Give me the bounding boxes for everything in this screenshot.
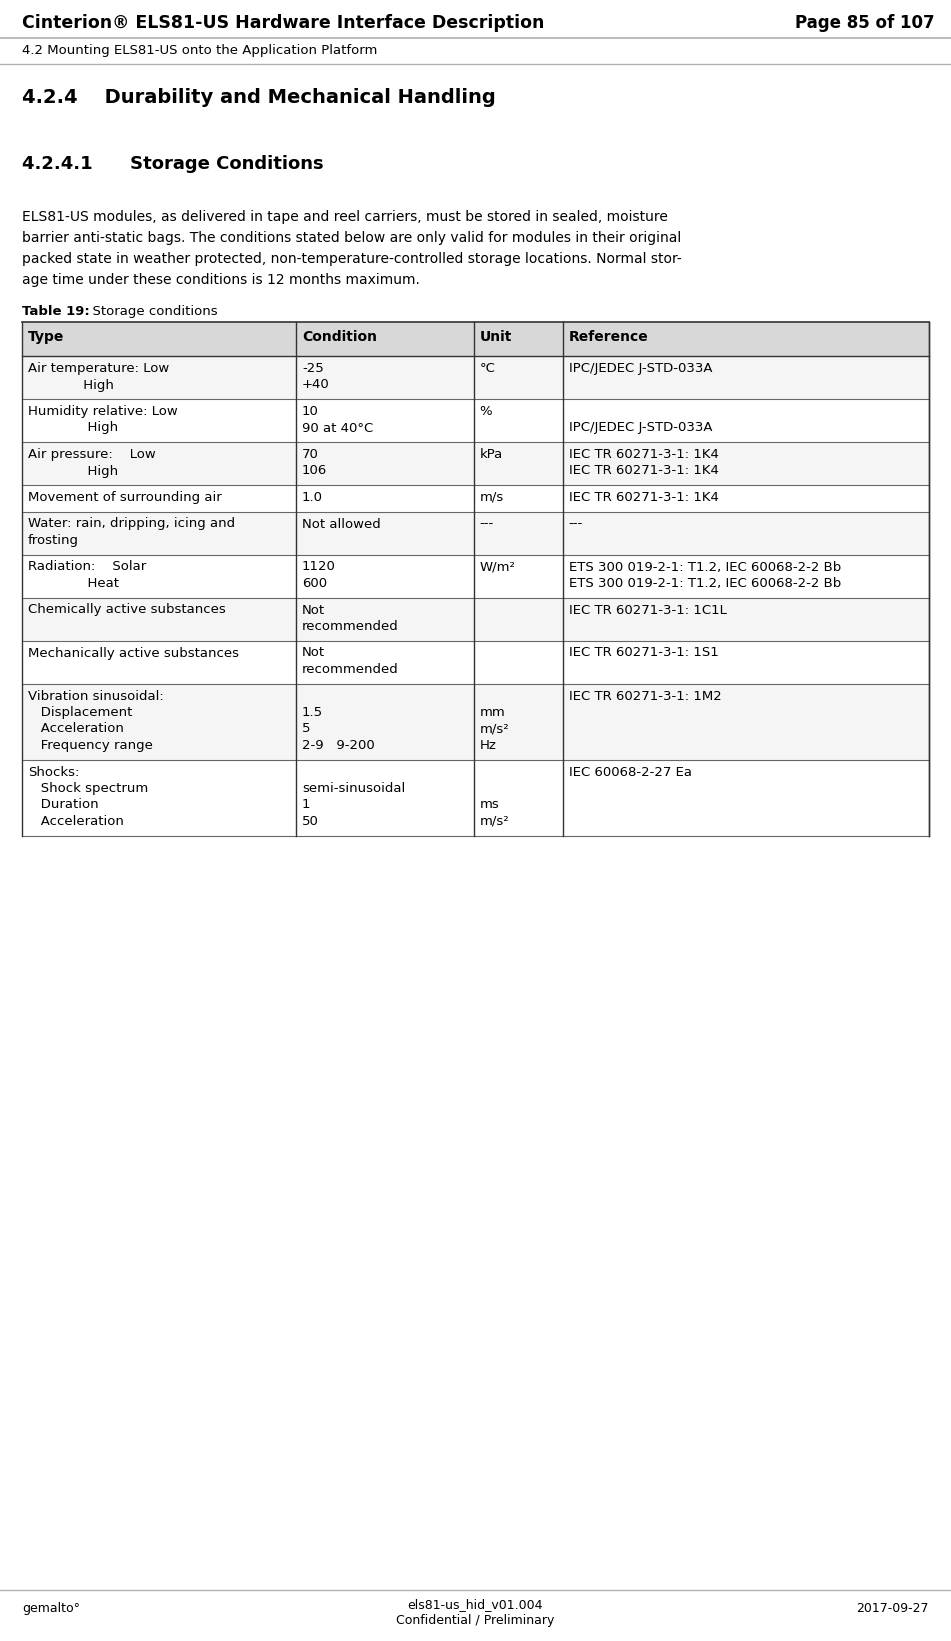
- Text: Radiation:    Solar: Radiation: Solar: [28, 561, 146, 573]
- Text: Not: Not: [301, 647, 325, 660]
- Text: 600: 600: [301, 578, 327, 591]
- Text: 106: 106: [301, 464, 327, 478]
- Text: Not allowed: Not allowed: [301, 517, 380, 530]
- Text: 1120: 1120: [301, 561, 336, 573]
- Text: Displacement: Displacement: [28, 706, 132, 719]
- Text: 1.0: 1.0: [301, 491, 323, 504]
- Bar: [22, 399, 929, 441]
- Text: semi-sinusoidal: semi-sinusoidal: [301, 783, 405, 794]
- Text: Air pressure:    Low: Air pressure: Low: [28, 448, 156, 461]
- Text: 70: 70: [301, 448, 319, 461]
- Bar: [22, 441, 929, 486]
- Text: m/s: m/s: [479, 491, 504, 504]
- Text: High: High: [28, 464, 118, 478]
- Text: IEC 60068-2-27 Ea: IEC 60068-2-27 Ea: [569, 765, 691, 778]
- Text: High: High: [28, 422, 118, 435]
- Text: Frequency range: Frequency range: [28, 738, 153, 752]
- Text: ---: ---: [479, 517, 494, 530]
- Text: %: %: [479, 405, 493, 418]
- Bar: [22, 684, 929, 760]
- Text: 4.2 Mounting ELS81-US onto the Application Platform: 4.2 Mounting ELS81-US onto the Applicati…: [22, 44, 378, 57]
- Text: Heat: Heat: [28, 578, 119, 591]
- Text: Shock spectrum: Shock spectrum: [28, 783, 148, 794]
- Text: els81-us_hid_v01.004: els81-us_hid_v01.004: [407, 1598, 543, 1611]
- Text: Condition: Condition: [301, 330, 377, 345]
- Text: -25: -25: [301, 363, 323, 376]
- Text: IEC TR 60271-3-1: 1C1L: IEC TR 60271-3-1: 1C1L: [569, 604, 727, 617]
- Bar: [22, 356, 929, 399]
- Text: Vibration sinusoidal:: Vibration sinusoidal:: [28, 689, 164, 702]
- Text: recommended: recommended: [301, 663, 398, 676]
- Text: Storage conditions: Storage conditions: [84, 305, 218, 318]
- Bar: [22, 597, 929, 640]
- Text: Cinterion® ELS81-US Hardware Interface Description: Cinterion® ELS81-US Hardware Interface D…: [22, 15, 544, 33]
- Text: +40: +40: [301, 379, 330, 392]
- Text: Chemically active substances: Chemically active substances: [28, 604, 225, 617]
- Text: W/m²: W/m²: [479, 561, 515, 573]
- Text: IPC/JEDEC J-STD-033A: IPC/JEDEC J-STD-033A: [569, 422, 712, 435]
- Text: ETS 300 019-2-1: T1.2, IEC 60068-2-2 Bb: ETS 300 019-2-1: T1.2, IEC 60068-2-2 Bb: [569, 561, 841, 573]
- Text: Water: rain, dripping, icing and: Water: rain, dripping, icing and: [28, 517, 235, 530]
- Text: IEC TR 60271-3-1: 1S1: IEC TR 60271-3-1: 1S1: [569, 647, 718, 660]
- Text: 1: 1: [301, 799, 310, 812]
- Text: m/s²: m/s²: [479, 722, 510, 735]
- Text: recommended: recommended: [301, 620, 398, 633]
- Text: 50: 50: [301, 816, 319, 829]
- Text: frosting: frosting: [28, 533, 79, 546]
- Text: Table 19:: Table 19:: [22, 305, 89, 318]
- Bar: [22, 322, 929, 356]
- Text: age time under these conditions is 12 months maximum.: age time under these conditions is 12 mo…: [22, 272, 420, 287]
- Text: Confidential / Preliminary: Confidential / Preliminary: [396, 1615, 554, 1626]
- Text: Unit: Unit: [479, 330, 512, 345]
- Text: Air temperature: Low: Air temperature: Low: [28, 363, 169, 376]
- Text: Movement of surrounding air: Movement of surrounding air: [28, 491, 222, 504]
- Text: m/s²: m/s²: [479, 816, 510, 829]
- Text: Type: Type: [28, 330, 65, 345]
- Bar: [22, 486, 929, 512]
- Text: Shocks:: Shocks:: [28, 765, 79, 778]
- Text: IPC/JEDEC J-STD-033A: IPC/JEDEC J-STD-033A: [569, 363, 712, 376]
- Text: ETS 300 019-2-1: T1.2, IEC 60068-2-2 Bb: ETS 300 019-2-1: T1.2, IEC 60068-2-2 Bb: [569, 578, 841, 591]
- Text: gemalto°: gemalto°: [22, 1602, 80, 1615]
- Text: Not: Not: [301, 604, 325, 617]
- Text: 10: 10: [301, 405, 319, 418]
- Text: packed state in weather protected, non-temperature-controlled storage locations.: packed state in weather protected, non-t…: [22, 253, 682, 266]
- Text: Humidity relative: Low: Humidity relative: Low: [28, 405, 178, 418]
- Text: 2-9   9-200: 2-9 9-200: [301, 738, 375, 752]
- Text: ms: ms: [479, 799, 499, 812]
- Text: barrier anti-static bags. The conditions stated below are only valid for modules: barrier anti-static bags. The conditions…: [22, 231, 681, 245]
- Text: Mechanically active substances: Mechanically active substances: [28, 647, 239, 660]
- Text: Page 85 of 107: Page 85 of 107: [795, 15, 935, 33]
- Text: 5: 5: [301, 722, 310, 735]
- Bar: [22, 760, 929, 835]
- Text: mm: mm: [479, 706, 505, 719]
- Text: Hz: Hz: [479, 738, 496, 752]
- Bar: [22, 512, 929, 555]
- Text: ELS81-US modules, as delivered in tape and reel carriers, must be stored in seal: ELS81-US modules, as delivered in tape a…: [22, 210, 668, 225]
- Text: kPa: kPa: [479, 448, 503, 461]
- Text: 2017-09-27: 2017-09-27: [857, 1602, 929, 1615]
- Text: 4.2.4.1      Storage Conditions: 4.2.4.1 Storage Conditions: [22, 154, 323, 172]
- Bar: [22, 555, 929, 597]
- Text: Acceleration: Acceleration: [28, 722, 124, 735]
- Text: IEC TR 60271-3-1: 1M2: IEC TR 60271-3-1: 1M2: [569, 689, 721, 702]
- Text: Acceleration: Acceleration: [28, 816, 124, 829]
- Text: ---: ---: [569, 517, 583, 530]
- Text: High: High: [28, 379, 114, 392]
- Text: IEC TR 60271-3-1: 1K4: IEC TR 60271-3-1: 1K4: [569, 491, 718, 504]
- Bar: [22, 640, 929, 684]
- Text: °C: °C: [479, 363, 495, 376]
- Text: 4.2.4    Durability and Mechanical Handling: 4.2.4 Durability and Mechanical Handling: [22, 89, 495, 107]
- Text: IEC TR 60271-3-1: 1K4: IEC TR 60271-3-1: 1K4: [569, 448, 718, 461]
- Text: Reference: Reference: [569, 330, 649, 345]
- Text: 1.5: 1.5: [301, 706, 323, 719]
- Text: 90 at 40°C: 90 at 40°C: [301, 422, 373, 435]
- Text: Duration: Duration: [28, 799, 99, 812]
- Text: IEC TR 60271-3-1: 1K4: IEC TR 60271-3-1: 1K4: [569, 464, 718, 478]
